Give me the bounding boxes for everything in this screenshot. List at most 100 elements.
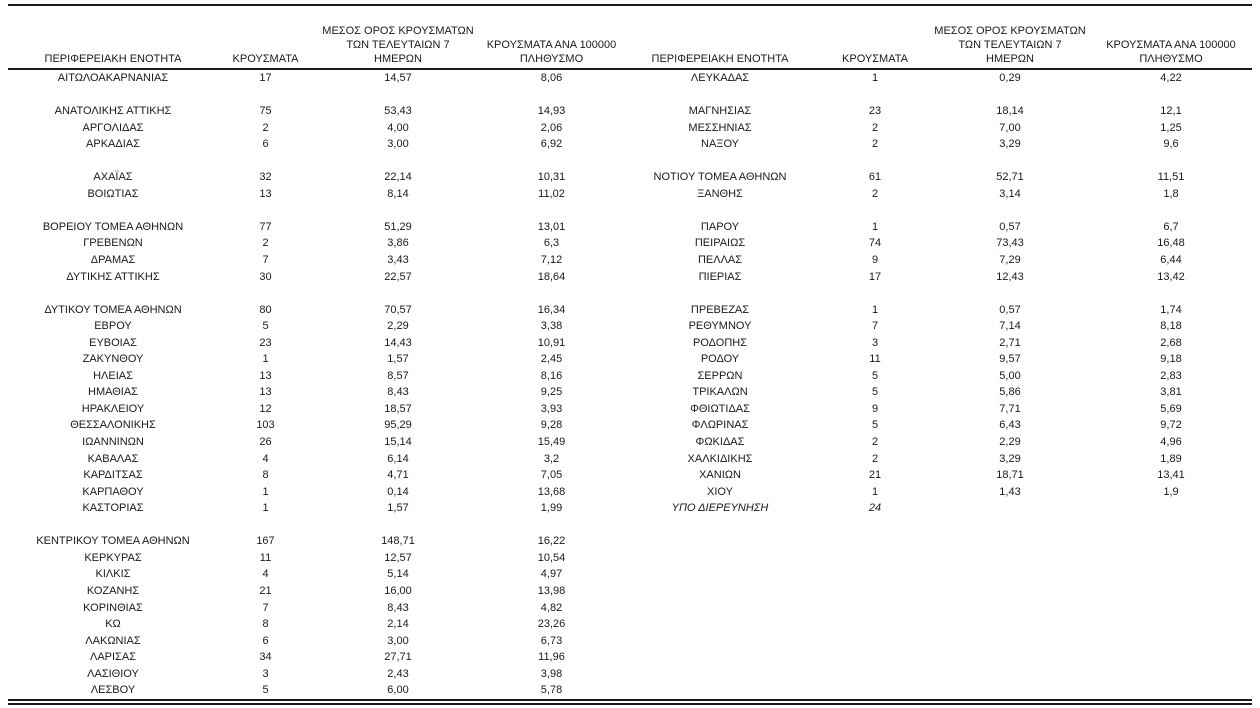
region-cell: ΝΑΞΟΥ <box>701 138 739 151</box>
region-cell: ΑΙΤΩΛΟΑΚΑΡΝΑΝΙΑΣ <box>57 72 169 84</box>
region-cell: ΞΑΝΘΗΣ <box>697 187 743 200</box>
avg7-cell: 12,57 <box>384 551 412 564</box>
cases-cell <box>218 87 313 104</box>
region-cell: ΚΑΡΔΙΤΣΑΣ <box>83 469 143 482</box>
avg7-cell: 3,29 <box>999 452 1021 465</box>
avg7-cell <box>313 87 483 104</box>
cases-cell: 2 <box>871 138 879 151</box>
cases-cell: 11 <box>869 353 881 366</box>
avg7-cell: 51,29 <box>384 220 412 233</box>
avg7-cell: 53,43 <box>384 105 412 118</box>
cases-cell: 26 <box>259 436 272 449</box>
cases-cell: 5 <box>871 369 879 382</box>
region-cell: ΑΝΑΤΟΛΙΚΗΣ ΑΤΤΙΚΗΣ <box>54 105 172 118</box>
cases-cell: 1 <box>871 303 879 316</box>
avg7-cell: 2,29 <box>387 320 409 333</box>
cases-cell <box>820 616 930 633</box>
avg7-cell: 12,43 <box>996 270 1024 283</box>
right-avg7-header: ΜΕΣΟΣ ΟΡΟΣ ΚΡΟΥΣΜΑΤΩΝ ΤΩΝ ΤΕΛΕΥΤΑΙΩΝ 7 Η… <box>930 5 1090 70</box>
region-cell: ΚΑΡΠΑΘΟΥ <box>82 485 144 498</box>
per100k-cell: 11,96 <box>538 651 565 664</box>
table-row: ΚΑΡΠΑΘΟΥ 1 0,14 13,68 ΧΙΟΥ 1 1,43 1,9 <box>8 484 1252 501</box>
avg7-cell: 0,57 <box>999 303 1021 316</box>
region-cell: ΗΛΕΙΑΣ <box>93 369 133 382</box>
avg7-cell <box>930 616 1090 633</box>
cases-cell: 34 <box>259 651 272 664</box>
per100k-cell: 7,12 <box>540 254 563 267</box>
region-cell: ΣΕΡΡΩΝ <box>697 369 743 382</box>
per100k-cell <box>1090 566 1252 583</box>
avg7-cell: 0,29 <box>999 72 1021 84</box>
table-row <box>8 153 1252 170</box>
cases-cell: 23 <box>868 105 882 118</box>
avg7-cell: 148,71 <box>381 535 415 548</box>
region-cell: ΥΠΟ ΔΙΕΡΕΥΝΗΣΗ <box>671 502 769 515</box>
per100k-cell: 9,25 <box>540 386 563 399</box>
avg7-cell <box>930 533 1090 550</box>
avg7-cell: 2,43 <box>387 667 409 680</box>
avg7-cell <box>930 153 1090 170</box>
region-cell <box>620 87 820 104</box>
avg7-cell: 6,00 <box>387 684 409 697</box>
per100k-cell: 13,98 <box>537 584 566 597</box>
cases-cell: 8 <box>262 618 269 631</box>
region-cell: ΚΩ <box>105 618 121 631</box>
region-cell: ΛΑΡΙΣΑΣ <box>89 651 136 664</box>
cases-cell: 1 <box>871 72 879 84</box>
per100k-cell: 3,38 <box>540 320 563 333</box>
cases-cell <box>820 87 930 104</box>
avg7-cell: 5,86 <box>999 386 1021 399</box>
avg7-cell <box>930 285 1090 302</box>
per100k-cell: 1,9 <box>1163 485 1179 498</box>
table-row: ΗΛΕΙΑΣ 13 8,57 8,16 ΣΕΡΡΩΝ 5 5,00 2,83 <box>8 368 1252 385</box>
cases-cell: 13 <box>259 386 272 399</box>
per100k-cell: 23,26 <box>537 618 566 631</box>
per100k-cell: 8,06 <box>540 72 563 84</box>
region-cell: ΧΙΟΥ <box>707 485 733 498</box>
region-cell <box>620 517 820 534</box>
right-cases-header: ΚΡΟΥΣΜΑΤΑ <box>820 5 930 70</box>
cases-cell: 7 <box>262 601 269 614</box>
region-cell: ΖΑΚΥΝΘΟΥ <box>82 353 144 366</box>
cases-cell <box>820 153 930 170</box>
avg7-cell: 3,29 <box>999 138 1021 151</box>
per100k-cell: 6,73 <box>540 634 563 647</box>
region-cell <box>620 533 820 550</box>
avg7-cell: 52,71 <box>996 171 1024 184</box>
avg7-cell: 7,14 <box>999 320 1021 333</box>
table-row: ΕΒΡΟΥ 5 2,29 3,38 ΡΕΘΥΜΝΟΥ 7 7,14 8,18 <box>8 318 1252 335</box>
per100k-cell <box>1090 533 1252 550</box>
avg7-cell: 70,57 <box>384 303 412 316</box>
region-cell: ΘΕΣΣΑΛΟΝΙΚΗΣ <box>70 419 156 432</box>
avg7-cell <box>930 600 1090 617</box>
avg7-cell: 5,14 <box>387 568 409 581</box>
cases-cell: 8 <box>262 469 269 482</box>
per100k-cell <box>483 285 620 302</box>
per100k-cell: 5,69 <box>1160 402 1182 415</box>
region-cell <box>620 202 820 219</box>
table-row: ΗΜΑΘΙΑΣ 13 8,43 9,25 ΤΡΙΚΑΛΩΝ 5 5,86 3,81 <box>8 384 1252 401</box>
cases-cell <box>820 666 930 683</box>
region-cell: ΔΥΤΙΚΗΣ ΑΤΤΙΚΗΣ <box>66 270 160 283</box>
per100k-cell: 7,05 <box>540 469 563 482</box>
avg7-cell: 73,43 <box>996 237 1024 250</box>
avg7-cell: 7,00 <box>999 121 1021 134</box>
avg7-cell: 8,14 <box>387 187 409 200</box>
avg7-cell: 7,29 <box>999 254 1021 267</box>
region-cell: ΗΡΑΚΛΕΙΟΥ <box>81 402 145 415</box>
region-cell: ΙΩΑΝΝΙΝΩΝ <box>82 436 144 449</box>
avg7-cell <box>930 517 1090 534</box>
per100k-cell <box>1090 153 1252 170</box>
region-cell <box>8 517 218 534</box>
table-row: ΚΙΛΚΙΣ 4 5,14 4,97 <box>8 566 1252 583</box>
avg7-cell <box>313 517 483 534</box>
cases-cell: 2 <box>262 121 269 134</box>
region-cell: ΚΑΣΤΟΡΙΑΣ <box>82 502 144 515</box>
avg7-cell: 95,29 <box>384 419 412 432</box>
avg7-cell: 3,14 <box>999 187 1021 200</box>
avg7-cell: 3,86 <box>387 237 409 250</box>
avg7-cell: 14,57 <box>384 72 412 84</box>
table-row: ΑΡΚΑΔΙΑΣ 6 3,00 6,92 ΝΑΞΟΥ 2 3,29 9,6 <box>8 136 1252 153</box>
per100k-cell: 8,18 <box>1160 320 1182 333</box>
per100k-cell: 10,31 <box>537 171 566 184</box>
